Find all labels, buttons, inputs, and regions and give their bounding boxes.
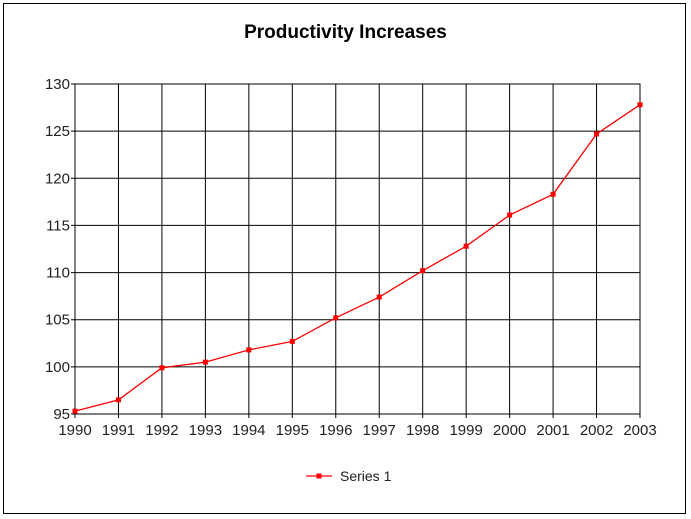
x-tick-label: 1995 (276, 422, 309, 439)
chart-title: Productivity Increases (244, 22, 447, 43)
data-point (376, 294, 382, 300)
y-tick-label: 110 (46, 265, 70, 282)
x-tick-label: 2001 (536, 422, 569, 439)
grid-lines (71, 83, 641, 418)
y-tick-label: 105 (45, 312, 70, 329)
x-tick-label: 2000 (493, 422, 526, 439)
data-point (637, 102, 643, 108)
series-layer (72, 102, 643, 414)
data-point (246, 347, 252, 353)
y-tick-label: 115 (46, 217, 70, 234)
y-tick-label: 130 (45, 76, 70, 93)
data-point (507, 212, 513, 218)
chart-frame (3, 3, 686, 514)
x-tick-label: 1994 (232, 422, 265, 439)
data-point (550, 191, 556, 197)
x-tick-label: 1990 (58, 422, 91, 439)
legend-label: Series 1 (340, 468, 392, 484)
data-point (159, 365, 165, 371)
data-point (463, 243, 469, 249)
y-axis-ticks: 95 100 105 110 115 120 125 130 (45, 76, 70, 423)
y-tick-label: 120 (45, 170, 70, 187)
x-tick-label: 1993 (189, 422, 222, 439)
data-point (333, 315, 339, 321)
data-point (594, 131, 600, 137)
legend: Series 1 (306, 468, 392, 484)
series-line (74, 104, 641, 412)
x-tick-label: 1998 (406, 422, 439, 439)
x-tick-label: 1999 (449, 422, 482, 439)
x-axis-ticks: 1990 1991 1992 1993 1994 1995 1996 1997 1998 1999… (58, 422, 656, 439)
data-point (289, 338, 295, 344)
y-tick-label: 95 (53, 406, 70, 423)
data-point (72, 408, 78, 414)
data-point (115, 397, 121, 403)
y-tick-label: 100 (45, 359, 70, 376)
plot-area (74, 83, 641, 415)
legend-marker (316, 473, 322, 479)
x-tick-label: 2003 (623, 422, 656, 439)
x-tick-label: 1997 (363, 422, 396, 439)
x-tick-label: 1991 (102, 422, 135, 439)
x-tick-label: 1996 (319, 422, 352, 439)
x-tick-label: 1992 (145, 422, 178, 439)
data-point (202, 359, 208, 365)
y-tick-label: 125 (45, 123, 70, 140)
data-point (420, 268, 426, 274)
x-tick-label: 2002 (580, 422, 613, 439)
